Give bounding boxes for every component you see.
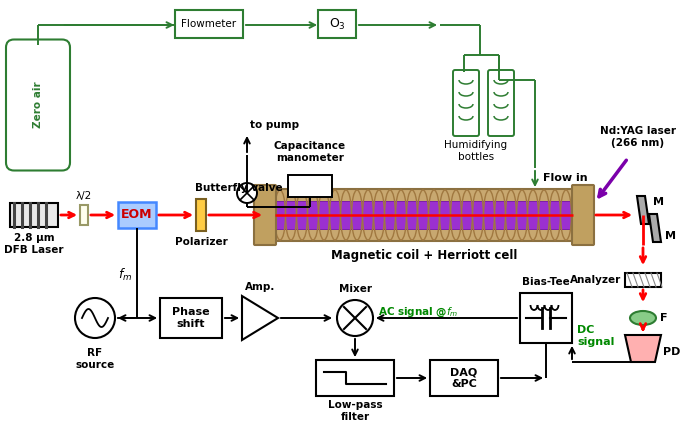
Text: Amp.: Amp.	[245, 282, 275, 292]
Text: PD: PD	[663, 347, 680, 357]
FancyBboxPatch shape	[80, 205, 88, 225]
FancyBboxPatch shape	[160, 298, 222, 338]
Text: Mixer: Mixer	[339, 284, 372, 294]
FancyBboxPatch shape	[254, 185, 276, 245]
Circle shape	[337, 300, 373, 336]
Polygon shape	[242, 296, 278, 340]
FancyBboxPatch shape	[453, 70, 479, 136]
Text: Polarizer: Polarizer	[174, 237, 228, 247]
FancyBboxPatch shape	[288, 175, 332, 197]
FancyBboxPatch shape	[520, 293, 572, 343]
FancyBboxPatch shape	[118, 202, 156, 228]
Text: to pump: to pump	[250, 120, 299, 130]
Text: Zero air: Zero air	[33, 82, 43, 128]
Polygon shape	[637, 196, 649, 224]
Text: M: M	[653, 197, 664, 207]
Text: F: F	[660, 313, 668, 323]
FancyBboxPatch shape	[10, 203, 58, 227]
FancyBboxPatch shape	[175, 10, 243, 38]
Text: Capacitance
manometer: Capacitance manometer	[274, 142, 346, 163]
Ellipse shape	[630, 311, 656, 325]
Text: Bias-Tee: Bias-Tee	[522, 277, 570, 287]
Text: DC
signal: DC signal	[577, 325, 615, 347]
Text: Phase
shift: Phase shift	[172, 307, 210, 329]
Text: Nd:YAG laser
(266 nm): Nd:YAG laser (266 nm)	[600, 127, 676, 148]
Text: Low-pass
filter: Low-pass filter	[328, 400, 382, 422]
Text: DAQ
&PC: DAQ &PC	[450, 367, 477, 389]
Polygon shape	[649, 214, 661, 242]
FancyBboxPatch shape	[6, 39, 70, 170]
Text: O$_3$: O$_3$	[328, 16, 345, 32]
FancyBboxPatch shape	[265, 189, 583, 241]
FancyBboxPatch shape	[318, 10, 356, 38]
FancyBboxPatch shape	[316, 360, 394, 396]
Text: Analyzer: Analyzer	[570, 275, 621, 285]
Circle shape	[75, 298, 115, 338]
Text: Magnetic coil + Herriott cell: Magnetic coil + Herriott cell	[331, 249, 517, 262]
Text: Butterfly valve: Butterfly valve	[195, 183, 283, 193]
Text: M: M	[665, 231, 676, 241]
FancyBboxPatch shape	[196, 199, 206, 231]
Text: Humidifying
bottles: Humidifying bottles	[444, 140, 508, 162]
Text: EOM: EOM	[121, 208, 153, 221]
Text: AC signal @$f_m$: AC signal @$f_m$	[378, 305, 458, 319]
Text: λ/2: λ/2	[76, 191, 92, 201]
Text: $f_m$: $f_m$	[118, 267, 132, 283]
Text: Flowmeter: Flowmeter	[181, 19, 237, 29]
Text: 2.8 μm
DFB Laser: 2.8 μm DFB Laser	[4, 233, 64, 254]
FancyBboxPatch shape	[488, 70, 514, 136]
FancyBboxPatch shape	[572, 185, 594, 245]
FancyBboxPatch shape	[625, 273, 661, 287]
FancyBboxPatch shape	[430, 360, 498, 396]
FancyBboxPatch shape	[273, 201, 575, 229]
Text: RF
source: RF source	[76, 348, 115, 370]
Text: Flow in: Flow in	[543, 173, 587, 183]
Circle shape	[237, 183, 257, 203]
Polygon shape	[625, 335, 661, 362]
